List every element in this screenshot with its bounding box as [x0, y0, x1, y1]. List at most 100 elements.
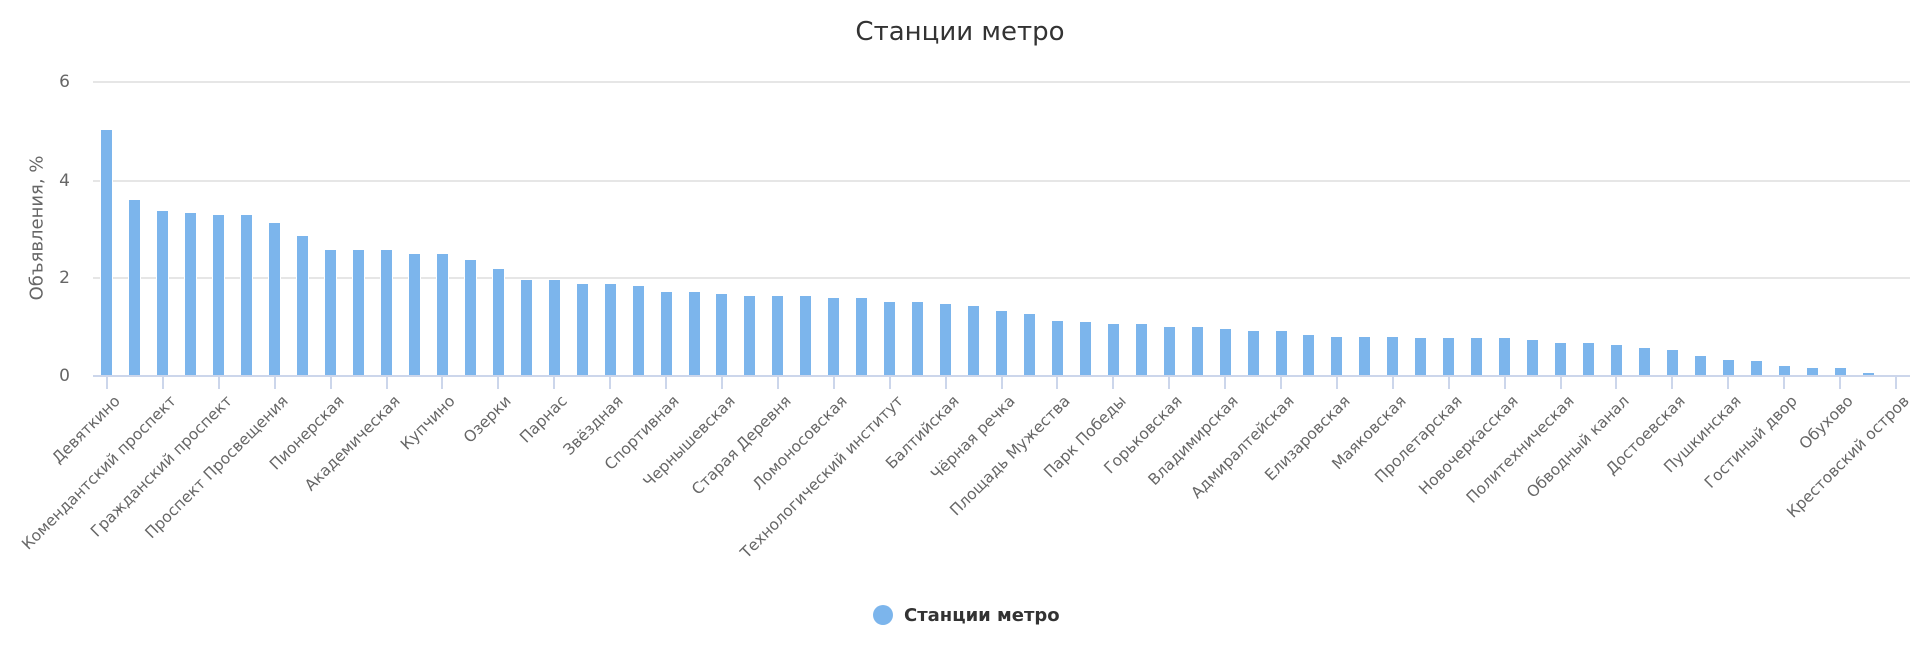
- x-tick: [720, 376, 723, 389]
- bar[interactable]: [1078, 321, 1092, 375]
- bar[interactable]: [631, 285, 645, 375]
- x-tick: [1335, 376, 1338, 389]
- bar[interactable]: [1218, 328, 1232, 375]
- bar[interactable]: [883, 301, 897, 375]
- x-tick: [1168, 376, 1171, 389]
- bar[interactable]: [1442, 337, 1456, 375]
- x-tick: [441, 376, 444, 389]
- bar[interactable]: [1358, 335, 1372, 375]
- x-axis-label: Обводный канал: [1523, 392, 1634, 502]
- bar[interactable]: [212, 213, 226, 375]
- bar[interactable]: [1050, 319, 1064, 375]
- y-tick-label: 6: [59, 72, 70, 92]
- bar[interactable]: [659, 290, 673, 375]
- y-tick-label: 0: [59, 366, 70, 386]
- x-tick: [1615, 376, 1618, 389]
- bar[interactable]: [939, 303, 953, 375]
- bar[interactable]: [743, 295, 757, 375]
- bar[interactable]: [407, 252, 421, 375]
- bar[interactable]: [827, 296, 841, 375]
- bar[interactable]: [1498, 337, 1512, 375]
- bar[interactable]: [715, 293, 729, 375]
- gridline-6: [93, 81, 1910, 83]
- bar[interactable]: [324, 249, 338, 375]
- x-tick: [161, 376, 164, 389]
- bar[interactable]: [1609, 343, 1623, 375]
- bar[interactable]: [1162, 326, 1176, 375]
- x-tick: [329, 376, 332, 389]
- bar[interactable]: [1414, 337, 1428, 375]
- x-axis-label: Адмиралтейская: [1187, 392, 1298, 503]
- bar[interactable]: [184, 211, 198, 375]
- bar[interactable]: [575, 283, 589, 375]
- bar[interactable]: [1246, 329, 1260, 375]
- x-axis-label: Старая Деревня: [688, 392, 795, 499]
- bar[interactable]: [1665, 349, 1679, 375]
- bar[interactable]: [547, 278, 561, 375]
- bar[interactable]: [1777, 365, 1791, 375]
- bar[interactable]: [1190, 326, 1204, 375]
- bar[interactable]: [1749, 360, 1763, 375]
- bar[interactable]: [1637, 347, 1651, 375]
- bar[interactable]: [1582, 342, 1596, 375]
- bar[interactable]: [1274, 329, 1288, 375]
- x-tick: [1559, 376, 1562, 389]
- bar[interactable]: [967, 305, 981, 375]
- bar[interactable]: [380, 249, 393, 375]
- x-tick: [1671, 376, 1674, 389]
- x-tick: [1503, 376, 1506, 389]
- bar[interactable]: [1693, 355, 1707, 375]
- x-tick: [1280, 376, 1283, 389]
- legend-item[interactable]: Станции метро: [873, 602, 1060, 628]
- bar[interactable]: [1330, 335, 1344, 375]
- x-tick: [665, 376, 668, 389]
- bar[interactable]: [268, 221, 282, 375]
- bar[interactable]: [491, 267, 505, 375]
- x-axis-label: Парнас: [516, 392, 571, 447]
- x-tick: [776, 376, 779, 389]
- bar[interactable]: [687, 290, 701, 375]
- bar[interactable]: [1889, 373, 1903, 375]
- chart-context-menu-button[interactable]: [1808, 0, 1826, 2]
- x-axis-label: Политехническая: [1462, 392, 1578, 507]
- x-tick: [1000, 376, 1003, 389]
- bar[interactable]: [100, 128, 114, 375]
- bar[interactable]: [995, 310, 1008, 375]
- gridline-4: [93, 180, 1910, 182]
- bar[interactable]: [519, 278, 533, 375]
- bar[interactable]: [1861, 372, 1875, 375]
- bar[interactable]: [1386, 335, 1400, 375]
- bar[interactable]: [771, 295, 785, 375]
- bar[interactable]: [352, 249, 366, 375]
- bar[interactable]: [1302, 334, 1316, 375]
- bar[interactable]: [156, 209, 170, 375]
- x-tick: [1224, 376, 1227, 389]
- bar[interactable]: [1721, 358, 1735, 375]
- bar[interactable]: [911, 301, 925, 375]
- bar[interactable]: [1470, 337, 1484, 375]
- x-axis-label: Ломоносовская: [748, 392, 851, 494]
- y-tick-label: 4: [59, 171, 70, 191]
- x-axis-label: Академическая: [300, 392, 404, 495]
- bar[interactable]: [1022, 313, 1036, 375]
- bar[interactable]: [240, 213, 254, 375]
- x-tick: [1112, 376, 1115, 389]
- bar[interactable]: [603, 283, 617, 375]
- bar[interactable]: [1526, 338, 1540, 375]
- bar[interactable]: [1554, 342, 1568, 375]
- x-tick: [1447, 376, 1450, 389]
- bar[interactable]: [799, 295, 813, 375]
- x-tick: [217, 376, 220, 389]
- bar[interactable]: [463, 259, 477, 375]
- bar[interactable]: [128, 199, 142, 375]
- bar[interactable]: [1805, 367, 1819, 375]
- bar[interactable]: [435, 252, 449, 375]
- bar[interactable]: [1833, 367, 1847, 375]
- bar[interactable]: [1106, 323, 1120, 375]
- x-tick: [609, 376, 612, 389]
- x-tick: [273, 376, 276, 389]
- bar[interactable]: [1134, 323, 1148, 375]
- bar[interactable]: [855, 296, 869, 375]
- gridline-2: [93, 277, 1910, 279]
- bar[interactable]: [296, 234, 310, 375]
